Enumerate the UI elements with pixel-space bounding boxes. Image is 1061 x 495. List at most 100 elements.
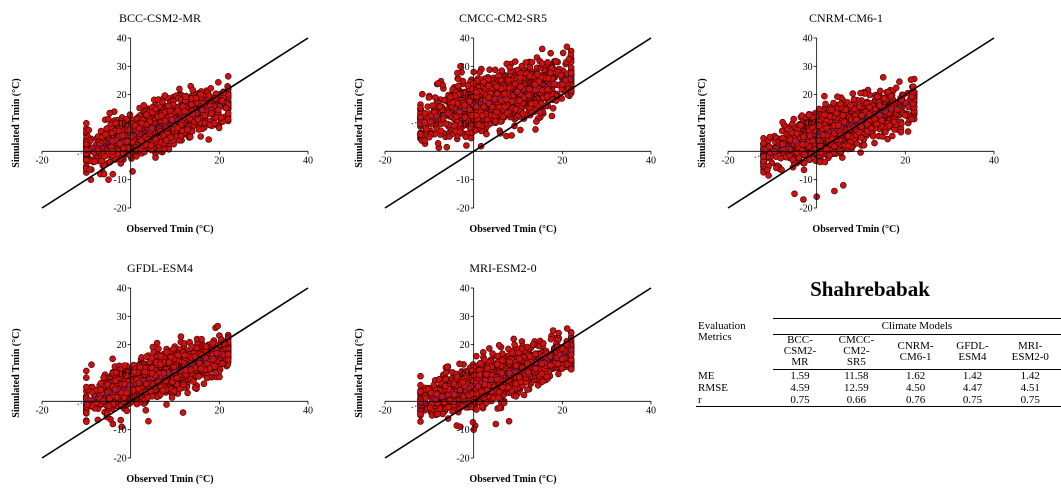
data-point	[141, 102, 147, 108]
data-point	[195, 117, 201, 123]
data-point	[859, 113, 865, 119]
data-point	[419, 91, 425, 97]
data-point	[559, 82, 565, 88]
data-points	[83, 73, 231, 182]
data-point	[766, 173, 772, 179]
data-point	[773, 165, 779, 171]
data-point	[483, 131, 489, 137]
data-point	[548, 50, 554, 56]
data-point	[519, 63, 525, 69]
y-tick-label: 40	[460, 34, 470, 45]
chart-title: GFDL-ESM4	[127, 261, 193, 275]
data-point	[136, 125, 142, 131]
data-point	[196, 127, 202, 133]
data-point	[472, 128, 478, 134]
data-point	[438, 128, 444, 134]
data-point	[551, 81, 557, 87]
data-point	[550, 105, 556, 111]
data-point	[767, 134, 773, 140]
data-point	[473, 112, 479, 118]
y-axis-label: Simulated Tmin (°C)	[697, 78, 708, 167]
y-tick-label: 20	[460, 90, 470, 101]
data-point	[864, 128, 870, 134]
data-point	[95, 147, 101, 153]
data-point	[841, 119, 847, 125]
data-point	[207, 122, 213, 128]
data-point	[189, 102, 195, 108]
data-point	[858, 150, 864, 156]
x-axis-label: Observed Tmin (°C)	[469, 224, 556, 235]
data-point	[479, 112, 485, 118]
data-point	[801, 152, 807, 158]
data-point	[831, 130, 837, 136]
data-point	[905, 129, 911, 135]
data-point	[435, 140, 441, 146]
data-point	[430, 103, 436, 109]
data-point	[423, 126, 429, 132]
data-point	[148, 142, 154, 148]
data-point	[193, 95, 199, 101]
data-point	[198, 134, 204, 140]
data-point	[209, 110, 215, 116]
one-to-one-line	[42, 38, 308, 208]
data-point	[200, 107, 206, 113]
data-point	[86, 127, 92, 133]
data-point	[861, 142, 867, 148]
data-point	[106, 177, 112, 183]
data-point	[426, 95, 432, 101]
data-point	[103, 131, 109, 137]
data-point	[428, 119, 434, 125]
data-point	[418, 105, 424, 111]
data-point	[840, 182, 846, 188]
y-tick-label: 20	[803, 90, 813, 101]
data-point	[512, 81, 518, 87]
data-point	[778, 155, 784, 161]
x-tick-label: -20	[721, 155, 734, 166]
data-point	[422, 110, 428, 116]
data-point	[426, 134, 432, 140]
data-point	[850, 91, 856, 97]
y-tick-label: 30	[803, 62, 813, 73]
data-point	[858, 90, 864, 96]
data-point	[144, 112, 150, 118]
data-point	[89, 362, 95, 368]
data-point	[874, 121, 880, 127]
data-point	[824, 125, 830, 131]
data-point	[504, 110, 510, 116]
data-point	[909, 116, 915, 122]
data-point	[801, 134, 807, 140]
x-tick-label: 20	[214, 155, 224, 166]
data-point	[527, 73, 533, 79]
data-point	[874, 94, 880, 100]
data-point	[503, 133, 509, 139]
x-axis-label: Observed Tmin (°C)	[812, 224, 899, 235]
data-point	[853, 116, 859, 122]
data-point	[517, 75, 523, 81]
y-tick-label: -20	[113, 204, 126, 215]
data-point	[129, 139, 135, 145]
data-point	[507, 64, 513, 70]
data-point	[473, 104, 479, 110]
data-point	[800, 197, 806, 203]
data-point	[453, 114, 459, 120]
x-tick-label: -20	[378, 155, 391, 166]
data-point	[83, 141, 89, 147]
data-point	[219, 98, 225, 104]
y-tick-label: -20	[456, 204, 469, 215]
data-point	[881, 95, 887, 101]
data-point	[182, 109, 188, 115]
data-point	[539, 46, 545, 52]
x-tick-label: 40	[303, 155, 313, 166]
data-point	[468, 135, 474, 141]
data-point	[169, 117, 175, 123]
data-point	[117, 141, 123, 147]
data-point	[887, 123, 893, 129]
data-point	[858, 135, 864, 141]
data-point	[539, 60, 545, 66]
data-point	[91, 159, 97, 165]
data-point	[548, 70, 554, 76]
